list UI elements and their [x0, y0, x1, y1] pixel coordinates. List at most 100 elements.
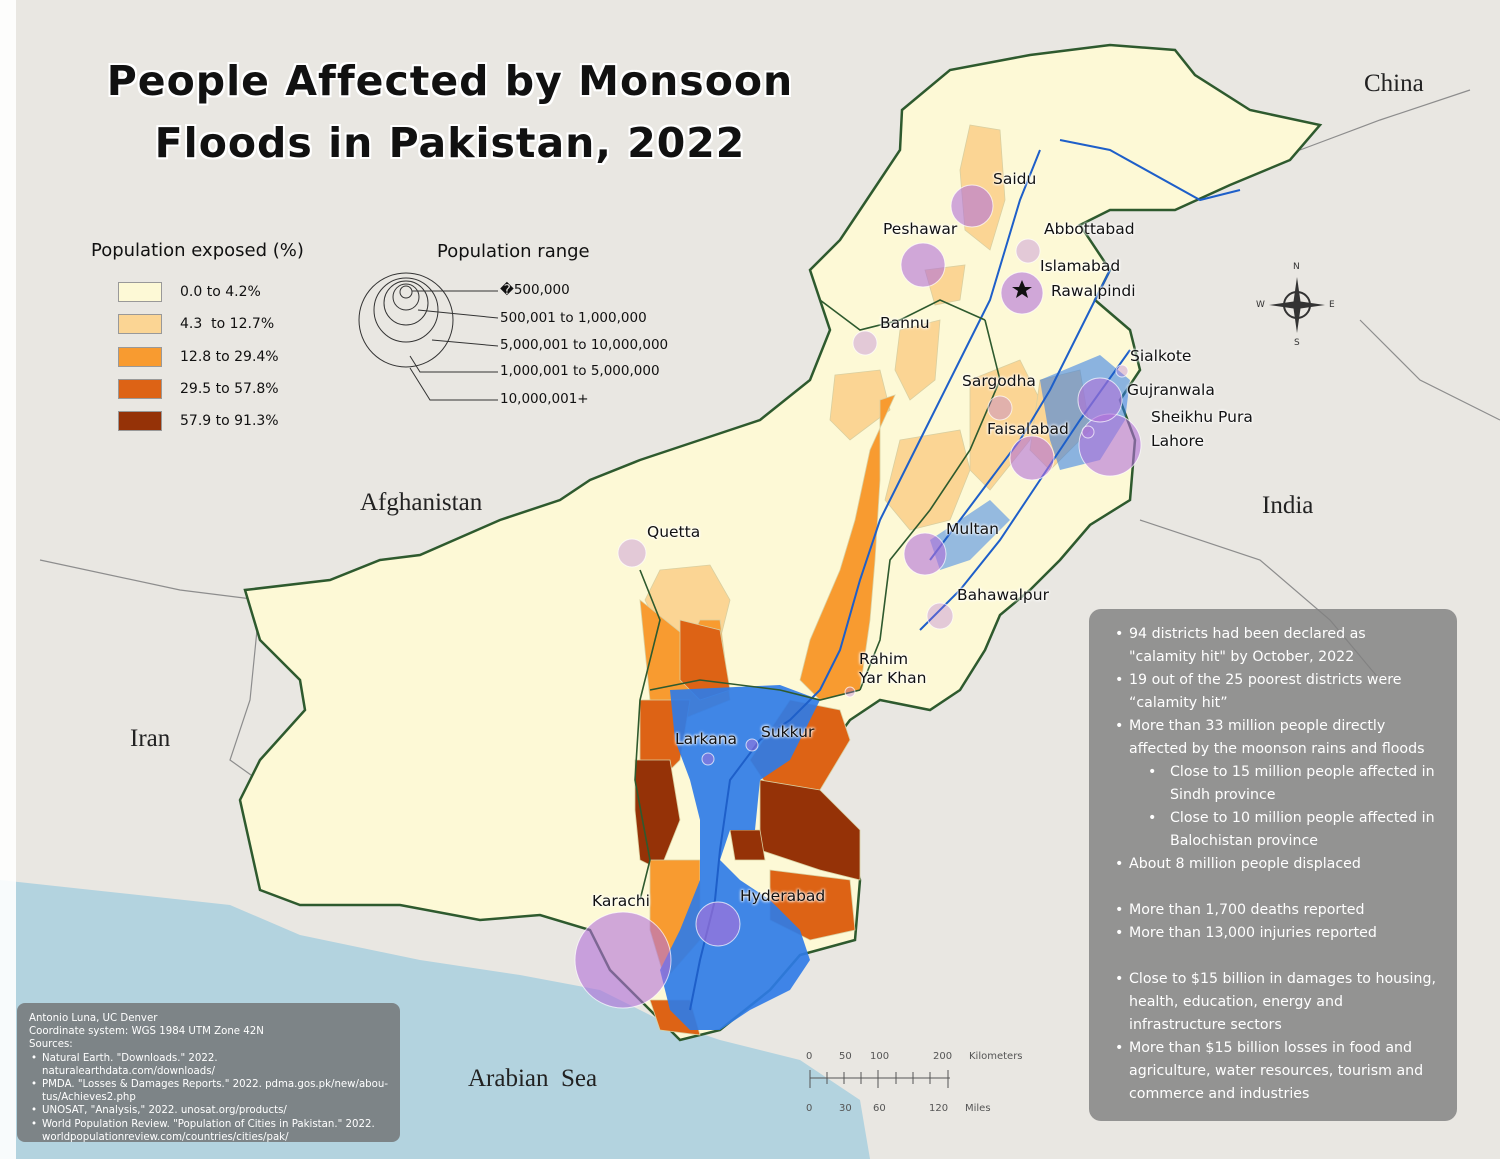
scale-mi-tick: 30: [839, 1103, 852, 1114]
legend-swatch: [118, 347, 162, 367]
city-bannu: Bannu: [880, 314, 930, 332]
legend-label: 57.9 to 91.3%: [180, 413, 279, 429]
city-bahawalpur: Bahawalpur: [957, 586, 1049, 604]
scale-km-unit: Kilometers: [969, 1051, 1023, 1062]
legend-swatch: [118, 314, 162, 334]
scale-km-tick: 0: [806, 1051, 813, 1062]
west-label: W: [1256, 300, 1265, 310]
legend-range-label: 10,000,001+: [500, 391, 589, 407]
east-label: E: [1329, 300, 1335, 310]
province-borders: [634, 299, 1001, 901]
fact-item: 94 districts had been declared as "calam…: [1115, 623, 1437, 669]
label-china: China: [1364, 70, 1424, 97]
city-sukkur: Sukkur: [761, 723, 815, 741]
bubble-quetta: [617, 538, 647, 568]
city-peshawar: Peshawar: [883, 220, 958, 238]
south-label: S: [1294, 338, 1300, 348]
legend-swatch: [118, 411, 162, 431]
legend-exposed-item: 12.8 to 29.4%: [118, 346, 279, 368]
source-item: World Population Review. "Population of …: [29, 1118, 390, 1144]
bubble-peshawar: [900, 242, 946, 288]
scale-bar: [809, 1070, 950, 1088]
source-item: PMDA. "Losses & Damages Reports." 2022. …: [29, 1078, 390, 1104]
map-frame-left: [0, 0, 16, 1159]
city-gujranwala: Gujranwala: [1127, 381, 1215, 399]
legend-exposed-item: 29.5 to 57.8%: [118, 378, 279, 400]
population-range-symbols: [358, 272, 499, 401]
legend-range-label: 5,000,001 to 10,000,000: [500, 337, 669, 353]
legend-exposed-item: 0.0 to 4.2%: [118, 281, 261, 303]
bubble-rahim-yar-khan: [844, 686, 856, 698]
city-quetta: Quetta: [647, 523, 701, 541]
city-sialkote: Sialkote: [1130, 347, 1192, 365]
scale-km-tick: 200: [933, 1051, 953, 1062]
bubble-sargodha: [987, 395, 1013, 421]
bubble-karachi: [574, 911, 672, 1009]
city-sargodha: Sargodha: [962, 372, 1036, 390]
population-bubbles: [574, 184, 1142, 1009]
legend-exposed-item: 4.3 to 12.7%: [118, 313, 274, 335]
city-larkana: Larkana: [675, 730, 738, 748]
city-hyderabad: Hyderabad: [740, 887, 826, 905]
label-iran: Iran: [130, 725, 171, 752]
legend-range-label: 500,001 to 1,000,000: [500, 310, 647, 326]
city-rawalpindi: Rawalpindi: [1051, 282, 1136, 300]
bubble-multan: [903, 532, 947, 576]
fact-item: More than 1,700 deaths reported: [1115, 899, 1437, 922]
fact-item: Close to $15 billion in damages to housi…: [1115, 968, 1437, 1037]
north-arrow-icon: [1269, 277, 1325, 333]
legend-swatch: [118, 379, 162, 399]
bubble-sialkote: [1115, 364, 1129, 378]
legend-label: 12.8 to 29.4%: [180, 349, 279, 365]
city-yar-khan: Yar Khan: [859, 669, 927, 687]
city-rahim: Rahim: [859, 650, 909, 668]
sources-heading: Sources:: [29, 1039, 73, 1051]
city-sheikhupura: Sheikhu Pura: [1151, 408, 1253, 426]
capital-star-icon: [1012, 280, 1032, 298]
bubble-islamabad: [1015, 238, 1041, 264]
scale-mi-tick: 60: [873, 1103, 886, 1114]
legend-label: 0.0 to 4.2%: [180, 284, 261, 300]
map-title-line2: Floods in Pakistan, 2022: [154, 119, 746, 167]
legend-exposed-item: 57.9 to 91.3%: [118, 410, 279, 432]
sources-crs: Coordinate system: WGS 1984 UTM Zone 42N: [29, 1026, 264, 1038]
bubble-gujranwala: [1077, 377, 1123, 423]
label-afghanistan: Afghanistan: [360, 489, 483, 516]
bubble-sukkur: [745, 738, 759, 752]
label-india: India: [1262, 492, 1314, 519]
legend-range-title: Population range: [437, 241, 590, 262]
scale-mi-unit: Miles: [965, 1103, 991, 1114]
legend-swatch: [118, 282, 162, 302]
fact-item: 19 out of the 25 poorest districts were …: [1115, 669, 1437, 715]
bubble-larkana: [701, 752, 715, 766]
fact-item: More than 33 million people directly aff…: [1115, 715, 1437, 761]
bubble-hyderabad: [695, 901, 741, 947]
sources-panel: Antonio Luna, UC Denver Coordinate syste…: [17, 1003, 400, 1144]
scale-mi-tick: 0: [806, 1103, 813, 1114]
map-title-line1: People Affected by Monsoon: [106, 57, 794, 105]
bubble-saidu: [950, 184, 994, 228]
bubble-bannu: [852, 330, 878, 356]
legend-exposed-title: Population exposed (%): [91, 240, 304, 261]
fact-subitem: Close to 10 million people affected in B…: [1115, 807, 1437, 853]
legend-range-label: �500,000: [500, 282, 570, 298]
fact-subitem: Close to 15 million people affected in S…: [1115, 761, 1437, 807]
scale-mi-tick: 120: [929, 1103, 949, 1114]
scale-km-tick: 100: [870, 1051, 890, 1062]
fact-item: More than 13,000 injuries reported: [1115, 922, 1437, 945]
label-arabian-sea: Arabian Sea: [468, 1065, 598, 1092]
city-abbottabad: Abbottabad: [1044, 220, 1135, 238]
legend-label: 29.5 to 57.8%: [180, 381, 279, 397]
bubble-faisalabad: [1009, 435, 1055, 481]
city-multan: Multan: [946, 520, 999, 538]
source-item: UNOSAT, "Analysis," 2022. unosat.org/pro…: [29, 1104, 390, 1117]
scale-km-tick: 50: [839, 1051, 852, 1062]
fact-item: More than $15 billion losses in food and…: [1115, 1037, 1437, 1106]
city-saidu: Saidu: [993, 170, 1037, 188]
source-item: Natural Earth. "Downloads." 2022. natura…: [29, 1052, 390, 1078]
bubble-lahore: [1078, 413, 1142, 477]
legend-range-label: 1,000,001 to 5,000,000: [500, 363, 660, 379]
bubble-sheikhupura: [1081, 425, 1095, 439]
north-label: N: [1293, 262, 1300, 272]
